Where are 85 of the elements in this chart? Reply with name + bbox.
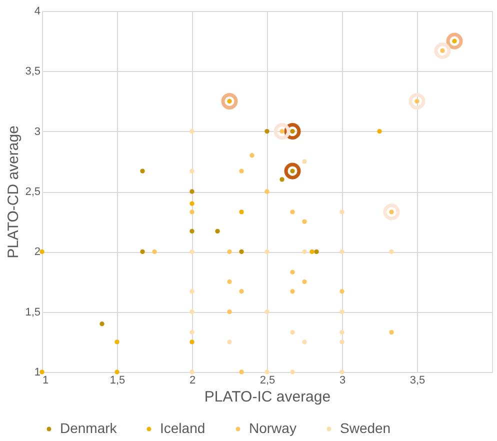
point	[227, 279, 232, 284]
point	[190, 201, 194, 206]
point	[140, 249, 145, 254]
x-tick-label: 3,5	[410, 374, 426, 386]
legend-label: Iceland	[160, 420, 206, 436]
point	[408, 92, 426, 110]
point	[190, 309, 194, 314]
point	[140, 168, 145, 174]
y-tick-label: 2,5	[25, 186, 40, 198]
point	[302, 249, 307, 254]
point	[290, 210, 295, 214]
point	[314, 249, 319, 254]
point	[227, 309, 232, 314]
x-tick-label: 1,5	[110, 374, 126, 386]
point	[114, 340, 120, 344]
point	[383, 204, 400, 220]
point	[389, 330, 394, 335]
legend-label: Norway	[249, 420, 296, 436]
point	[446, 32, 463, 50]
point	[190, 330, 194, 335]
point	[250, 153, 254, 158]
point	[340, 330, 344, 335]
point	[340, 370, 344, 374]
point	[190, 168, 194, 174]
point	[274, 123, 290, 140]
point	[239, 168, 244, 174]
point	[284, 162, 301, 180]
point	[434, 42, 451, 59]
legend-label: Sweden	[340, 420, 391, 436]
x-tick-label: 1	[42, 374, 49, 386]
point	[389, 249, 394, 254]
point	[264, 128, 270, 134]
point	[302, 279, 307, 284]
x-tick-label: 2,5	[260, 374, 276, 386]
point	[239, 370, 244, 374]
point	[190, 210, 194, 214]
point	[190, 370, 194, 374]
point	[264, 249, 270, 254]
point	[302, 219, 307, 224]
y-tick-label: 4	[34, 6, 40, 18]
point	[280, 177, 284, 182]
point	[114, 370, 120, 374]
point	[40, 249, 44, 254]
point	[302, 340, 307, 344]
point	[227, 340, 232, 344]
point	[190, 249, 194, 254]
point	[152, 249, 157, 254]
point	[190, 128, 194, 134]
point	[190, 189, 194, 194]
x-tick-label: 2	[189, 374, 196, 386]
point	[290, 370, 295, 374]
point	[190, 289, 194, 294]
point	[290, 330, 295, 335]
point	[239, 210, 244, 214]
point	[340, 210, 344, 214]
x-axis-title: PLATO-IC average	[204, 388, 331, 406]
point	[215, 228, 220, 234]
point	[340, 309, 344, 314]
x-tick-label: 3	[339, 374, 346, 386]
point	[310, 249, 314, 254]
point	[264, 189, 270, 194]
point	[190, 228, 194, 234]
point	[239, 249, 244, 254]
point	[190, 340, 194, 344]
point	[264, 309, 270, 314]
point	[377, 128, 382, 134]
legend-label: Denmark	[60, 420, 118, 436]
y-tick-label: 3	[34, 126, 40, 138]
point	[40, 370, 44, 374]
point	[302, 159, 307, 164]
y-tick-label: 3,5	[25, 66, 40, 78]
y-tick-label: 2	[34, 246, 40, 258]
point	[340, 289, 344, 294]
point	[239, 289, 244, 294]
y-axis-title: PLATO-CD average	[5, 126, 22, 258]
point	[290, 270, 295, 274]
y-tick-label: 1	[34, 366, 40, 378]
point	[340, 340, 344, 344]
point	[100, 322, 104, 326]
point	[340, 249, 344, 254]
point	[227, 249, 232, 254]
y-tick-label: 1,5	[25, 306, 40, 318]
point	[264, 370, 270, 374]
point	[221, 92, 238, 110]
point	[290, 289, 295, 294]
